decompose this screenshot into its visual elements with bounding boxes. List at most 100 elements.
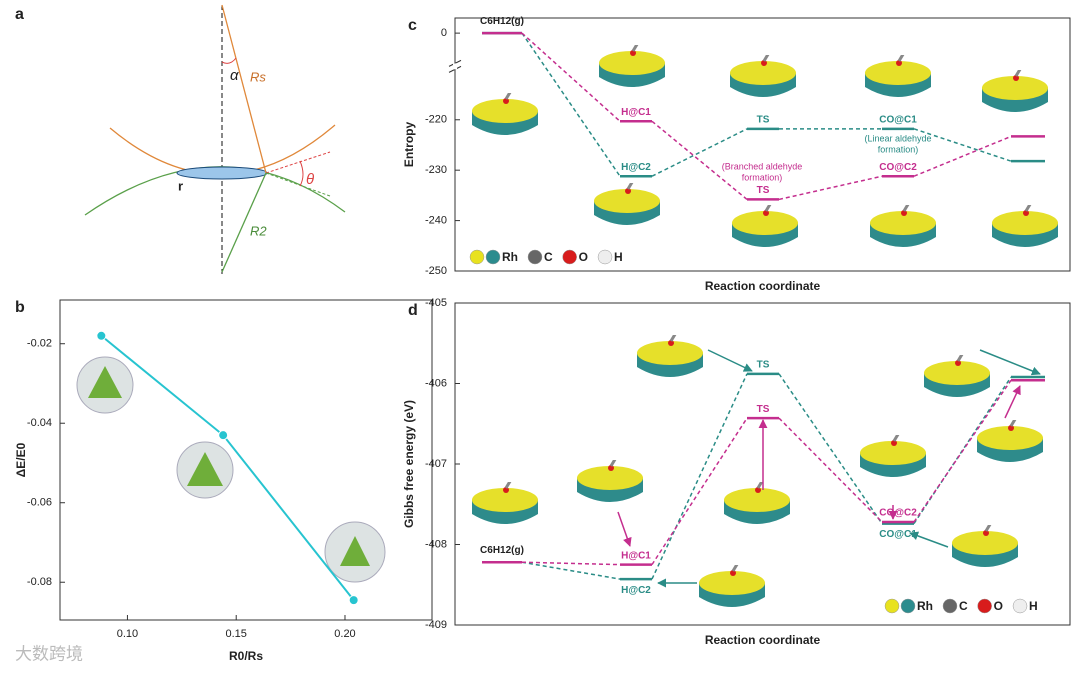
slab-model xyxy=(990,205,1060,249)
y-tick-label: -409 xyxy=(425,619,447,631)
theta: θ xyxy=(306,171,314,188)
particle xyxy=(340,536,370,566)
legend-swatch xyxy=(485,249,501,265)
legend-swatch xyxy=(900,598,916,614)
level-label: CO@C1 xyxy=(879,114,917,125)
level-label: H@C2 xyxy=(621,585,651,596)
connector xyxy=(913,128,1012,162)
watermark: 大数跨境 xyxy=(15,644,83,663)
r2-label: R2 xyxy=(250,223,267,238)
x-axis-label: Reaction coordinate xyxy=(705,279,821,293)
slab-model xyxy=(575,460,645,504)
connector xyxy=(651,373,748,580)
connector xyxy=(521,32,621,177)
connector xyxy=(521,561,621,580)
x-tick-label: 0.10 xyxy=(117,628,138,640)
panel-label: c xyxy=(408,17,417,34)
annotation: (Linear aldehyde xyxy=(864,133,931,143)
tangent xyxy=(265,172,331,197)
legend-label: O xyxy=(579,250,588,264)
slab-model xyxy=(470,482,540,526)
tangent xyxy=(265,151,331,174)
legend-swatch xyxy=(469,249,485,265)
slab-model xyxy=(722,482,792,526)
y-tick-label: -230 xyxy=(425,164,447,176)
start-label: C6H12(g) xyxy=(480,545,524,556)
legend-label: C xyxy=(959,599,968,613)
x-tick-label: 0.20 xyxy=(334,628,355,640)
y-tick-label: -406 xyxy=(425,377,447,389)
y-tick-label: -407 xyxy=(425,458,447,470)
slab-model xyxy=(868,205,938,249)
rs-line xyxy=(221,4,267,174)
arrow xyxy=(1004,385,1021,419)
level-label: TS xyxy=(757,114,770,125)
connector xyxy=(651,417,748,566)
r-label: r xyxy=(178,178,183,193)
level-label: H@C1 xyxy=(621,550,651,561)
y-axis-label: ΔE/E0 xyxy=(14,442,28,477)
slab-model xyxy=(975,420,1045,464)
panel-label: a xyxy=(15,6,24,23)
legend-swatch xyxy=(562,249,577,265)
y-tick-label: -408 xyxy=(425,538,447,550)
particle xyxy=(187,452,223,486)
plot-frame xyxy=(454,17,1071,272)
x-axis-label: Reaction coordinate xyxy=(705,633,821,647)
slab-model xyxy=(863,55,933,99)
y-tick-label: -250 xyxy=(425,265,447,277)
legend-label: O xyxy=(994,599,1003,613)
arrow xyxy=(979,349,1041,376)
rs-label: Rs xyxy=(250,69,266,84)
slab-model xyxy=(597,45,667,89)
level-label: TS xyxy=(757,359,770,370)
alpha: α xyxy=(230,67,239,84)
axis-break-gap xyxy=(453,63,457,70)
connector xyxy=(778,175,883,201)
legend-swatch xyxy=(1012,598,1028,614)
annotation: formation) xyxy=(878,144,919,154)
connector xyxy=(651,128,748,177)
data-point xyxy=(348,595,359,606)
legend-label: H xyxy=(1029,599,1038,613)
y-axis-label: Gibbs free energy (eV) xyxy=(402,400,416,528)
data-point xyxy=(96,330,107,341)
legend-label: Rh xyxy=(917,599,933,613)
legend-label: H xyxy=(614,250,623,264)
annotation: (Branched aldehyde xyxy=(722,161,803,171)
y-tick-label: -0.06 xyxy=(27,497,52,509)
panel-a: a α Rs θ r R2 xyxy=(15,4,346,275)
y-tick-label: -0.08 xyxy=(27,576,52,588)
legend-label: C xyxy=(544,250,553,264)
angle-arc xyxy=(221,57,237,64)
slab-model xyxy=(922,355,992,399)
slab-model xyxy=(980,70,1050,114)
legend-swatch xyxy=(884,598,900,614)
arrow xyxy=(707,349,753,372)
connector xyxy=(778,417,883,523)
panel-label: b xyxy=(15,299,25,316)
connector xyxy=(521,561,621,566)
y-tick-label: -0.04 xyxy=(27,417,52,429)
connector xyxy=(778,373,883,524)
slab-model xyxy=(950,525,1020,569)
y-tick-label: -220 xyxy=(425,114,447,126)
r2-line xyxy=(221,172,267,273)
level-label: CO@C1 xyxy=(879,529,917,540)
y-tick-label: 0 xyxy=(441,27,447,39)
slab-model xyxy=(697,565,767,609)
level-label: TS xyxy=(757,185,770,196)
y-tick-label: -0.02 xyxy=(27,338,52,350)
angle-arc xyxy=(299,160,304,187)
level-label: H@C1 xyxy=(621,107,651,118)
connector xyxy=(913,379,1012,523)
arrow xyxy=(617,511,632,547)
plot-frame xyxy=(59,299,433,621)
y-axis-label: Entropy xyxy=(402,122,416,168)
slab-model xyxy=(592,183,662,227)
arrows xyxy=(617,349,1041,588)
connector xyxy=(913,135,1012,177)
legend-swatch xyxy=(942,598,958,614)
annotation: formation) xyxy=(742,172,783,182)
arrow xyxy=(909,531,949,548)
